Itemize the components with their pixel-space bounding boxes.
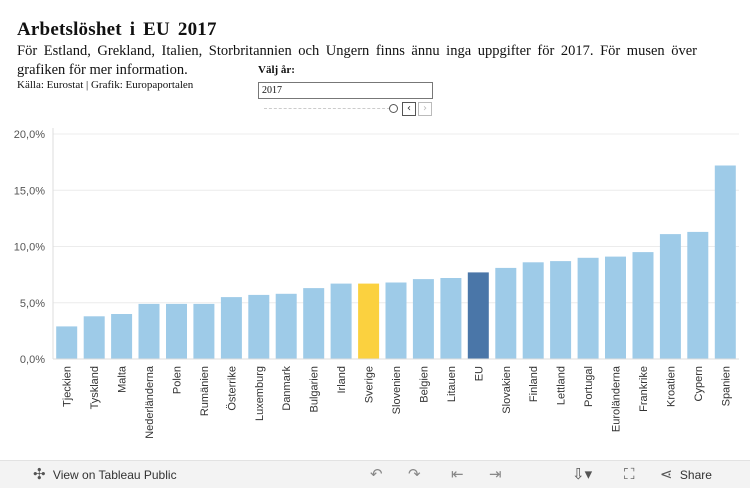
bar-nederländerna[interactable]: Nederländerna: 4,9% [138, 303, 160, 359]
bar-tyskland[interactable]: Tyskland: 3,8% [83, 316, 105, 360]
chevron-right-icon: › [423, 103, 427, 114]
share-icon: ⋖ [660, 465, 673, 483]
x-tick-label: Finland [528, 366, 540, 402]
bar-belgien[interactable]: Belgien: 7,1% [412, 279, 434, 359]
chevron-left-icon: ‹ [407, 103, 411, 114]
x-tick-label: Luxemburg [254, 366, 266, 421]
bar-irland[interactable]: Irland: 6,7% [330, 283, 352, 359]
download-icon[interactable]: ⇩▾ [572, 465, 593, 483]
bar-frankrike[interactable]: Frankrike: 9,5% [632, 252, 654, 359]
x-tick-label: Irland [336, 366, 348, 394]
bar-chart[interactable]: 0,0% 5,0% 10,0% 15,0% 20,0% Tjeckien: 2,9% Tje… [0, 122, 750, 460]
bar-euroländerna[interactable]: Euroländerna: 9,1% [605, 256, 626, 359]
x-tick-label: Euroländerna [611, 365, 623, 432]
bar-rumänien[interactable]: Rumänien: 4,9% [193, 303, 215, 359]
x-tick-label: Bulgarien [309, 366, 321, 412]
x-tick-label: Tjeckien [62, 366, 74, 407]
tableau-footer: ✣ View on Tableau Public ↶ ↷ ⇤ ⇥ ⇩▾ ⛶ ⋖ … [0, 460, 750, 488]
bar-kroatien[interactable]: Kroatien: 11,1% [659, 234, 681, 359]
x-tick-label: Sverige [364, 366, 376, 403]
x-tick-label: Nederländerna [144, 365, 156, 439]
y-tick-label: 5,0% [20, 298, 45, 310]
x-tick-label: Polen [172, 366, 184, 394]
bar-luxemburg[interactable]: Luxemburg: 5,7% [248, 294, 270, 359]
x-tick-label: Danmark [281, 366, 293, 411]
redo-icon[interactable]: ↷ [408, 465, 421, 483]
year-filter-label: Välj år: [258, 64, 295, 76]
bar-litauen[interactable]: Litauen: 7,2% [440, 278, 462, 359]
x-tick-label: EU [473, 366, 485, 381]
fullscreen-icon[interactable]: ⛶ [624, 465, 635, 483]
bar-danmark[interactable]: Danmark: 5,8% [275, 293, 297, 360]
undo-icon[interactable]: ↶ [370, 465, 383, 483]
y-tick-label: 10,0% [14, 242, 45, 254]
view-on-tableau-label: View on Tableau Public [52, 468, 177, 482]
bar-finland[interactable]: Finland: 8,6% [522, 262, 544, 360]
bar-slovakien[interactable]: Slovakien: 8,1% [495, 267, 517, 359]
year-slider-track[interactable] [264, 108, 390, 111]
x-tick-label: Rumänien [199, 366, 211, 416]
next-year-button[interactable]: › [418, 102, 432, 116]
bar-sverige[interactable]: Sverige: 6,7% [358, 283, 380, 359]
source-credit: Källa: Eurostat | Grafik: Europaportalen [17, 79, 194, 91]
chart-description: För Estland, Grekland, Italien, Storbrit… [17, 43, 697, 78]
share-label: Share [679, 468, 712, 482]
y-tick-label: 20,0% [14, 129, 45, 141]
chart-title: Arbetslöshet i EU 2017 [17, 19, 217, 40]
bar-slovenien[interactable]: Slovenien: 6,8% [385, 282, 407, 360]
x-tick-label: Litauen [446, 366, 458, 402]
bar-lettland[interactable]: Lettland: 8,7% [550, 261, 572, 359]
x-tick-label: Belgien [418, 366, 430, 403]
bar-eu[interactable]: EU: 7,7% [467, 272, 489, 359]
tableau-logo-icon: ✣ [33, 465, 46, 483]
bar-spanien[interactable]: Spanien: 17,2% [714, 165, 736, 360]
x-tick-label: Österrike [226, 366, 238, 411]
bar-portugal[interactable]: Portugal: 9% [577, 257, 599, 360]
share-button[interactable]: ⋖ Share [660, 461, 712, 488]
year-slider-thumb[interactable] [389, 104, 398, 113]
bar-polen[interactable]: Polen: 4,9% [166, 303, 187, 359]
y-tick-label: 15,0% [14, 185, 45, 197]
revert-icon[interactable]: ⇤ [451, 465, 464, 483]
bar-malta[interactable]: Malta: 4% [111, 314, 133, 359]
x-tick-label: Malta [117, 365, 129, 393]
bar-tjeckien[interactable]: Tjeckien: 2,9% [56, 326, 78, 359]
year-filter-input[interactable]: 2017 [258, 82, 433, 99]
bar-österrike[interactable]: Österrike: 5,5% [220, 297, 242, 359]
y-tick-label: 0,0% [20, 354, 45, 366]
bar-cypern[interactable]: Cypern: 11,3% [687, 231, 709, 359]
x-tick-label: Portugal [583, 366, 595, 407]
x-tick-label: Lettland [556, 366, 568, 405]
x-tick-label: Tyskland [89, 366, 101, 409]
view-on-tableau-link[interactable]: ✣ View on Tableau Public [33, 461, 177, 488]
x-tick-label: Cypern [693, 366, 705, 401]
prev-year-button[interactable]: ‹ [402, 102, 416, 116]
x-tick-label: Frankrike [638, 366, 650, 412]
bar-bulgarien[interactable]: Bulgarien: 6,3% [303, 288, 325, 359]
x-tick-label: Spanien [720, 366, 732, 406]
forward-icon[interactable]: ⇥ [489, 465, 502, 483]
x-tick-label: Kroatien [665, 366, 677, 407]
x-tick-label: Slovenien [391, 366, 403, 414]
x-tick-label: Slovakien [501, 366, 513, 414]
